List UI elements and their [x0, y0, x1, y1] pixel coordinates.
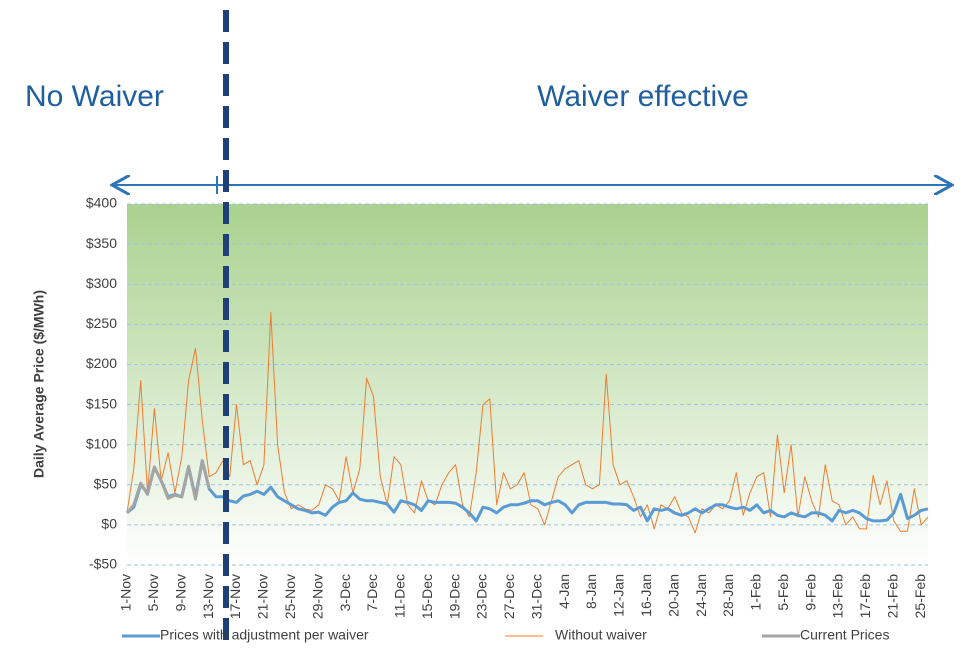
x-tick-label: 7-Dec: [364, 574, 380, 611]
y-tick-label: $400: [86, 195, 117, 211]
legend-label: Current Prices: [800, 627, 889, 643]
x-tick-label: 1-Feb: [748, 574, 764, 611]
x-tick-label: 19-Dec: [446, 574, 462, 619]
x-tick-label: 17-Feb: [857, 574, 873, 619]
x-tick-label: 9-Nov: [172, 574, 188, 611]
x-tick-label: 1-Nov: [118, 574, 134, 611]
y-tick-label: $300: [86, 275, 117, 291]
x-tick-label: 25-Feb: [912, 574, 928, 619]
series-line: [126, 311, 929, 534]
x-tick-label: 5-Nov: [145, 574, 161, 611]
plot-area: [127, 204, 928, 565]
x-tick-label: 4-Jan: [556, 574, 572, 609]
x-tick-label: 15-Dec: [419, 574, 435, 619]
x-tick-label: 13-Feb: [830, 574, 846, 619]
y-axis-label: Daily Average Price ($/MWh): [31, 290, 47, 478]
y-tick-label: $100: [86, 435, 117, 451]
x-tick-label: 9-Feb: [802, 574, 818, 611]
x-tick-label: 25-Nov: [282, 574, 298, 619]
series-line: [126, 459, 929, 523]
x-tick-label: 23-Dec: [474, 574, 490, 619]
x-tick-label: 21-Feb: [884, 574, 900, 619]
y-tick-label: $0: [101, 516, 117, 532]
legend-label: Prices with adjustment per waiver: [160, 627, 369, 643]
x-tick-label: 3-Dec: [337, 574, 353, 611]
x-tick-label: 31-Dec: [528, 574, 544, 619]
x-tick-label: 11-Dec: [392, 574, 408, 618]
x-tick-label: 21-Nov: [255, 574, 271, 619]
x-tick-label: 20-Jan: [665, 574, 681, 617]
x-tick-label: 8-Jan: [583, 574, 599, 609]
y-tick-label: $250: [86, 315, 117, 331]
x-tick-label: 5-Feb: [775, 574, 791, 611]
y-tick-label: $150: [86, 395, 117, 411]
legend-label: Without waiver: [555, 627, 647, 643]
x-tick-label: 13-Nov: [200, 574, 216, 619]
y-tick-label: $200: [86, 355, 117, 371]
marks: [125, 311, 929, 534]
x-tick-label: 28-Jan: [720, 574, 736, 617]
x-tick-label: 12-Jan: [611, 574, 627, 617]
x-tick-label: 27-Dec: [501, 574, 517, 619]
annotation: Waiver effective: [537, 80, 749, 113]
y-tick-label: $50: [94, 475, 118, 491]
series-line: [125, 459, 211, 514]
x-tick-label: 24-Jan: [693, 574, 709, 617]
y-tick-label: -$50: [89, 556, 117, 572]
x-tick-label: 17-Nov: [227, 574, 243, 619]
x-tick-label: 16-Jan: [638, 574, 654, 617]
y-tick-label: $350: [86, 235, 117, 251]
x-tick-label: 29-Nov: [309, 574, 325, 619]
annotation: No Waiver: [25, 80, 164, 113]
grid: [127, 203, 928, 566]
